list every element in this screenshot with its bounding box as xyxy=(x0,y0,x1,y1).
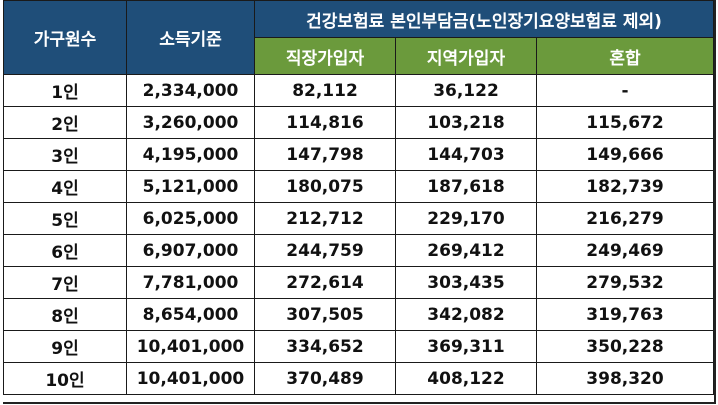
cell-household: 4인 xyxy=(3,170,127,203)
cell-mixed: 115,672 xyxy=(535,106,715,139)
health-insurance-premium-table: 가구원수 소득기준 건강보험료 본인부담금(노인장기요양보험료 제외) 직장가입… xyxy=(3,0,715,395)
cell-employee: 180,075 xyxy=(254,170,396,203)
cell-mixed: 350,228 xyxy=(535,330,715,363)
table-row: 7인 7,781,000 272,614 303,435 279,532 xyxy=(3,266,715,299)
cell-mixed: 149,666 xyxy=(535,138,715,171)
table-row: 6인 6,907,000 244,759 269,412 249,469 xyxy=(3,234,715,267)
cell-household: 8인 xyxy=(3,298,127,331)
cell-employee: 334,652 xyxy=(254,330,396,363)
cell-employee: 212,712 xyxy=(254,202,396,235)
header-household-count: 가구원수 xyxy=(3,0,127,75)
cell-regional: 408,122 xyxy=(395,362,537,395)
cell-mixed: 216,279 xyxy=(535,202,715,235)
header-mixed: 혼합 xyxy=(535,37,715,75)
cell-mixed: 319,763 xyxy=(535,298,715,331)
table-row: 4인 5,121,000 180,075 187,618 182,739 xyxy=(3,170,715,203)
cell-income: 5,121,000 xyxy=(126,170,255,203)
cell-income: 7,781,000 xyxy=(126,266,255,299)
cell-household: 3인 xyxy=(3,138,127,171)
cell-mixed: 249,469 xyxy=(535,234,715,267)
header-income-standard: 소득기준 xyxy=(126,0,255,75)
cell-household: 10인 xyxy=(3,362,127,395)
header-regional-subscriber: 지역가입자 xyxy=(395,37,537,75)
table-body: 1인 2,334,000 82,112 36,122 - 2인 3,260,00… xyxy=(3,74,715,395)
cell-regional: 36,122 xyxy=(395,74,537,107)
cell-income: 6,907,000 xyxy=(126,234,255,267)
cell-regional: 187,618 xyxy=(395,170,537,203)
cell-mixed: 279,532 xyxy=(535,266,715,299)
cell-regional: 229,170 xyxy=(395,202,537,235)
cell-employee: 147,798 xyxy=(254,138,396,171)
cell-household: 2인 xyxy=(3,106,127,139)
table-row: 5인 6,025,000 212,712 229,170 216,279 xyxy=(3,202,715,235)
cell-income: 6,025,000 xyxy=(126,202,255,235)
cell-income: 10,401,000 xyxy=(126,362,255,395)
cell-income: 4,195,000 xyxy=(126,138,255,171)
cell-mixed: 182,739 xyxy=(535,170,715,203)
cell-employee: 272,614 xyxy=(254,266,396,299)
header-premium-group: 건강보험료 본인부담금(노인장기요양보험료 제외) xyxy=(253,0,715,38)
table-row: 9인 10,401,000 334,652 369,311 350,228 xyxy=(3,330,715,363)
table-row: 1인 2,334,000 82,112 36,122 - xyxy=(3,74,715,107)
cell-regional: 303,435 xyxy=(395,266,537,299)
cell-employee: 307,505 xyxy=(254,298,396,331)
cell-regional: 269,412 xyxy=(395,234,537,267)
cell-household: 9인 xyxy=(3,330,127,363)
cell-household: 1인 xyxy=(3,74,127,107)
cell-household: 7인 xyxy=(3,266,127,299)
cell-regional: 144,703 xyxy=(395,138,537,171)
table-row: 10인 10,401,000 370,489 408,122 398,320 xyxy=(3,362,715,395)
cell-regional: 369,311 xyxy=(395,330,537,363)
premium-table-container: 가구원수 소득기준 건강보험료 본인부담금(노인장기요양보험료 제외) 직장가입… xyxy=(3,0,716,404)
cell-income: 10,401,000 xyxy=(126,330,255,363)
cell-household: 6인 xyxy=(3,234,127,267)
cell-employee: 82,112 xyxy=(254,74,396,107)
cell-regional: 342,082 xyxy=(395,298,537,331)
table-header: 가구원수 소득기준 건강보험료 본인부담금(노인장기요양보험료 제외) 직장가입… xyxy=(3,0,715,75)
table-row: 3인 4,195,000 147,798 144,703 149,666 xyxy=(3,138,715,171)
cell-employee: 370,489 xyxy=(254,362,396,395)
cell-mixed: 398,320 xyxy=(535,362,715,395)
table-row: 2인 3,260,000 114,816 103,218 115,672 xyxy=(3,106,715,139)
table-row: 8인 8,654,000 307,505 342,082 319,763 xyxy=(3,298,715,331)
cell-household: 5인 xyxy=(3,202,127,235)
cell-income: 8,654,000 xyxy=(126,298,255,331)
cell-regional: 103,218 xyxy=(395,106,537,139)
cell-employee: 244,759 xyxy=(254,234,396,267)
cell-income: 2,334,000 xyxy=(126,74,255,107)
header-employee-subscriber: 직장가입자 xyxy=(254,37,396,75)
cell-income: 3,260,000 xyxy=(126,106,255,139)
cell-mixed: - xyxy=(535,74,715,107)
cell-employee: 114,816 xyxy=(254,106,396,139)
